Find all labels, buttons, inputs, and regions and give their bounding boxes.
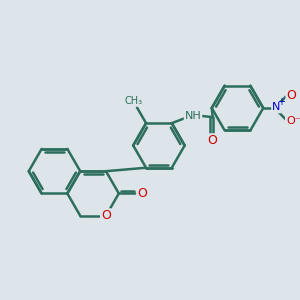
Text: CH₃: CH₃: [124, 96, 142, 106]
Text: O: O: [286, 88, 296, 101]
Text: O: O: [137, 187, 147, 200]
Text: +: +: [278, 97, 285, 107]
Text: O⁻: O⁻: [286, 116, 300, 126]
Text: O: O: [101, 209, 111, 222]
Text: N: N: [272, 102, 281, 112]
Text: O: O: [208, 134, 218, 147]
Text: NH: NH: [184, 111, 201, 121]
